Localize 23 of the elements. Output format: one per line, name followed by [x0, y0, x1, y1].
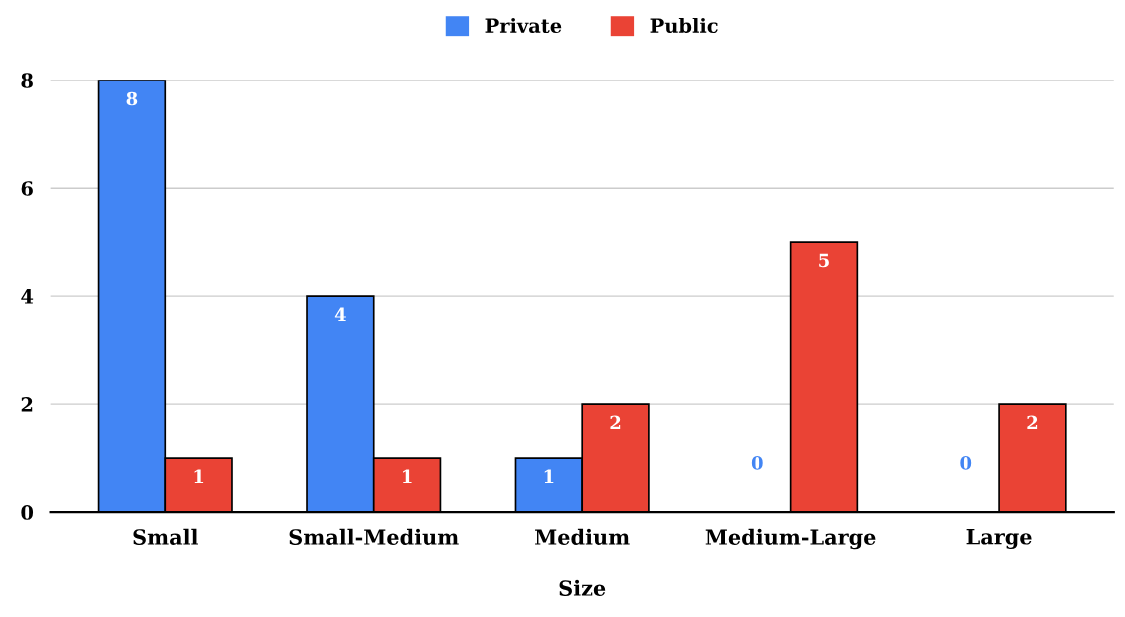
y-tick-label: 0	[21, 505, 34, 520]
y-tick-label: 2	[21, 397, 33, 412]
x-axis-title: Size	[559, 579, 606, 596]
data-label: 0	[960, 456, 972, 470]
x-tick-label: Small	[133, 528, 198, 545]
data-label: 1	[194, 469, 204, 483]
data-label: 4	[334, 307, 346, 321]
data-label: 2	[610, 415, 621, 429]
y-tick-label: 8	[21, 73, 33, 88]
legend-label: Public	[650, 17, 718, 34]
x-tick-label: Medium-Large	[705, 528, 876, 550]
x-tick-label: Small-Medium	[289, 528, 459, 545]
data-label: 2	[1027, 415, 1038, 429]
data-label: 8	[126, 91, 138, 106]
x-tick-label: Medium	[535, 528, 630, 545]
legend-label: Private	[485, 17, 562, 34]
x-tick-label: Large	[966, 529, 1032, 549]
y-tick-label: 6	[21, 181, 33, 196]
data-label: 1	[403, 469, 412, 483]
y-tick-label: 4	[21, 289, 34, 304]
data-label: 1	[544, 469, 554, 483]
data-label: 0	[751, 456, 763, 470]
data-label: 5	[819, 253, 829, 268]
